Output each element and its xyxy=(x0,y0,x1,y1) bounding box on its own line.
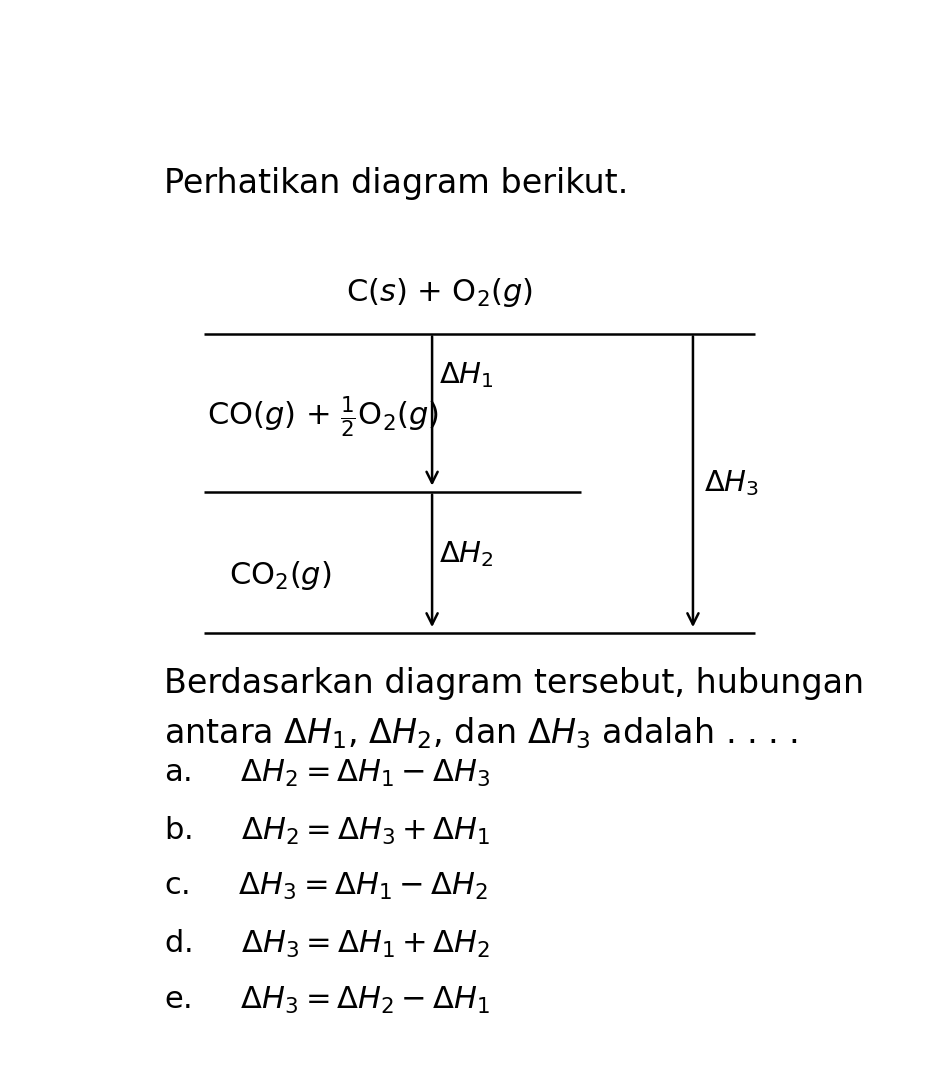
Text: $\Delta H_1$: $\Delta H_1$ xyxy=(439,360,495,390)
Text: $\Delta H_3$: $\Delta H_3$ xyxy=(704,468,759,498)
Text: b.     $\Delta H_2 = \Delta H_3 + \Delta H_1$: b. $\Delta H_2 = \Delta H_3 + \Delta H_1… xyxy=(164,815,490,846)
Text: e.     $\Delta H_3 = \Delta H_2 - \Delta H_1$: e. $\Delta H_3 = \Delta H_2 - \Delta H_1… xyxy=(164,985,490,1016)
Text: CO($g$) + $\frac{1}{2}$O$_2$($g$): CO($g$) + $\frac{1}{2}$O$_2$($g$) xyxy=(208,395,439,440)
Text: Berdasarkan diagram tersebut, hubungan
antara $\Delta H_1$, $\Delta H_2$, dan $\: Berdasarkan diagram tersebut, hubungan a… xyxy=(164,667,864,750)
Text: $\Delta H_2$: $\Delta H_2$ xyxy=(439,539,494,569)
Text: c.     $\Delta H_3 = \Delta H_1 - \Delta H_2$: c. $\Delta H_3 = \Delta H_1 - \Delta H_2… xyxy=(164,871,487,903)
Text: a.     $\Delta H_2 = \Delta H_1 - \Delta H_3$: a. $\Delta H_2 = \Delta H_1 - \Delta H_3… xyxy=(164,758,490,789)
Text: CO$_2$($g$): CO$_2$($g$) xyxy=(229,559,332,591)
Text: d.     $\Delta H_3 = \Delta H_1 + \Delta H_2$: d. $\Delta H_3 = \Delta H_1 + \Delta H_2… xyxy=(164,927,490,960)
Text: C($s$) + O$_2$($g$): C($s$) + O$_2$($g$) xyxy=(346,276,533,309)
Text: Perhatikan diagram berikut.: Perhatikan diagram berikut. xyxy=(164,168,628,200)
